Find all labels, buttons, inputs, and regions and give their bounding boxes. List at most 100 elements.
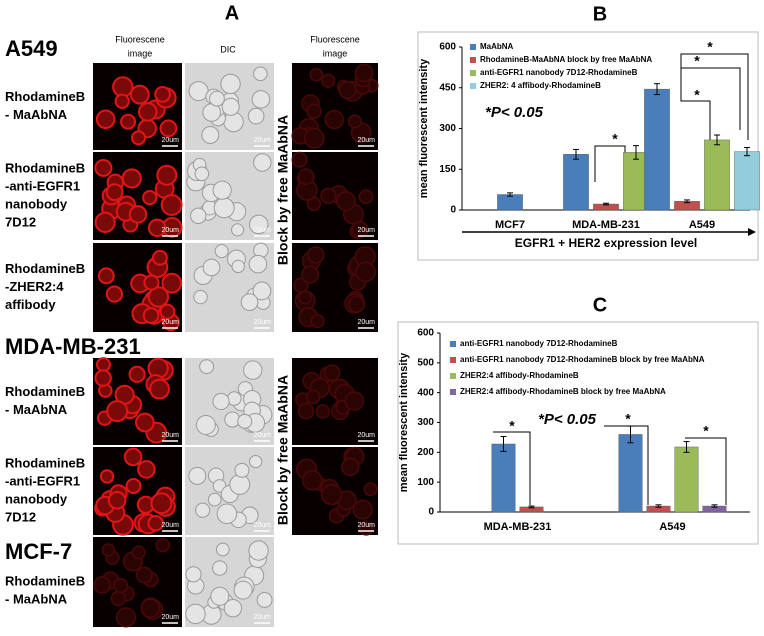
cell	[363, 482, 378, 497]
row-label: - MaAbNA	[5, 107, 68, 122]
legend-label: anti-EGFR1 nanobody 7D12-RhodamineB bloc…	[460, 355, 705, 364]
y-tick-label: 300	[439, 123, 456, 134]
micrograph: 20um	[291, 151, 378, 240]
row-label: RhodamineB	[5, 160, 85, 175]
cell	[114, 93, 130, 109]
micrograph: 20um	[292, 358, 378, 445]
cell	[94, 369, 112, 387]
cell	[291, 151, 308, 168]
cell	[147, 286, 170, 308]
brackets-c	[493, 425, 727, 505]
cell	[212, 392, 230, 411]
panel-label: C	[593, 294, 607, 316]
y-tick-label: 450	[439, 82, 456, 93]
cell	[321, 73, 336, 88]
block-label: Block by free MaAbNA	[275, 375, 291, 525]
cell	[297, 168, 315, 186]
row-label: RhodamineB	[5, 455, 85, 470]
x-tick-label: A549	[689, 219, 715, 231]
cell	[212, 560, 228, 576]
cell	[95, 109, 116, 130]
micrograph: 20um	[93, 447, 182, 536]
bar	[563, 154, 589, 211]
legend-swatch	[470, 70, 476, 76]
legend-swatch	[470, 44, 476, 50]
cell	[306, 103, 322, 119]
cell	[142, 189, 158, 206]
y-tick-label: 600	[439, 42, 456, 53]
cell	[344, 391, 365, 411]
cell	[160, 194, 183, 216]
scale-label: 20um	[161, 137, 179, 144]
micrograph: 20um	[185, 152, 274, 240]
cell	[131, 545, 146, 560]
cell	[248, 214, 269, 235]
cell	[248, 540, 269, 561]
significance-star: *	[703, 423, 709, 439]
panel-b-frame	[417, 31, 759, 261]
scale-label: 20um	[357, 319, 375, 326]
cell	[193, 289, 208, 305]
cell	[348, 295, 366, 313]
legend-label: ZHER2:4 affibody-RhodamineB	[460, 371, 579, 380]
bar	[734, 151, 760, 211]
legend-label: ZHER2:4 affibody-RhodamineB block by fre…	[460, 387, 666, 396]
panel-label: B	[593, 3, 607, 25]
cell	[185, 566, 202, 583]
cell	[135, 566, 153, 584]
legend-swatch	[470, 83, 476, 89]
cell	[150, 492, 173, 515]
cell	[310, 314, 325, 329]
cell	[159, 119, 178, 138]
cell	[188, 81, 209, 102]
legend-swatch	[450, 373, 456, 379]
cell	[125, 478, 142, 494]
cell	[201, 126, 220, 144]
cell	[195, 502, 211, 518]
cell	[338, 81, 357, 100]
significance-star: *	[612, 131, 618, 147]
micrograph: 20um	[291, 63, 379, 150]
scale-label: 20um	[161, 319, 179, 326]
cell	[306, 389, 321, 405]
scale-label: 20um	[357, 137, 375, 144]
significance-star: *	[694, 87, 700, 103]
column-header: Fluorescene	[115, 34, 165, 44]
y-tick-label: 400	[417, 387, 434, 398]
scale-label: 20um	[253, 319, 271, 326]
bar	[674, 446, 699, 513]
cell	[107, 491, 127, 510]
annotation: *P< 0.05	[485, 104, 544, 121]
cell	[233, 580, 253, 600]
y-axis-title: mean fluorescent intensity	[418, 58, 430, 198]
cell	[199, 359, 215, 375]
cell	[94, 211, 116, 233]
y-tick-label: 0	[428, 507, 434, 518]
x-axis-title: EGFR1 + HER2 expression level	[515, 236, 697, 250]
micrograph: 20um	[292, 446, 378, 536]
y-tick-label: 600	[417, 328, 434, 339]
cell	[309, 67, 324, 82]
cell	[315, 404, 331, 419]
arrow-head	[748, 228, 756, 236]
cell	[301, 469, 323, 491]
cell	[95, 357, 111, 373]
cell	[137, 460, 156, 479]
cell	[202, 258, 221, 277]
row-label: -anti-EGFR1	[5, 178, 80, 193]
bar	[491, 443, 516, 513]
x-tick-label: MDA-MB-231	[572, 219, 640, 231]
row-label: -ZHER2:4	[5, 279, 64, 294]
row-label: affibody	[5, 297, 56, 312]
cell	[115, 607, 137, 628]
legend-swatch	[470, 57, 476, 63]
cell	[110, 590, 127, 607]
bar	[497, 194, 523, 211]
cell	[188, 466, 207, 485]
cell	[253, 66, 268, 82]
scale-label: 20um	[253, 432, 271, 439]
cell	[220, 73, 241, 95]
y-tick-label: 150	[439, 164, 456, 175]
cell	[207, 492, 222, 507]
